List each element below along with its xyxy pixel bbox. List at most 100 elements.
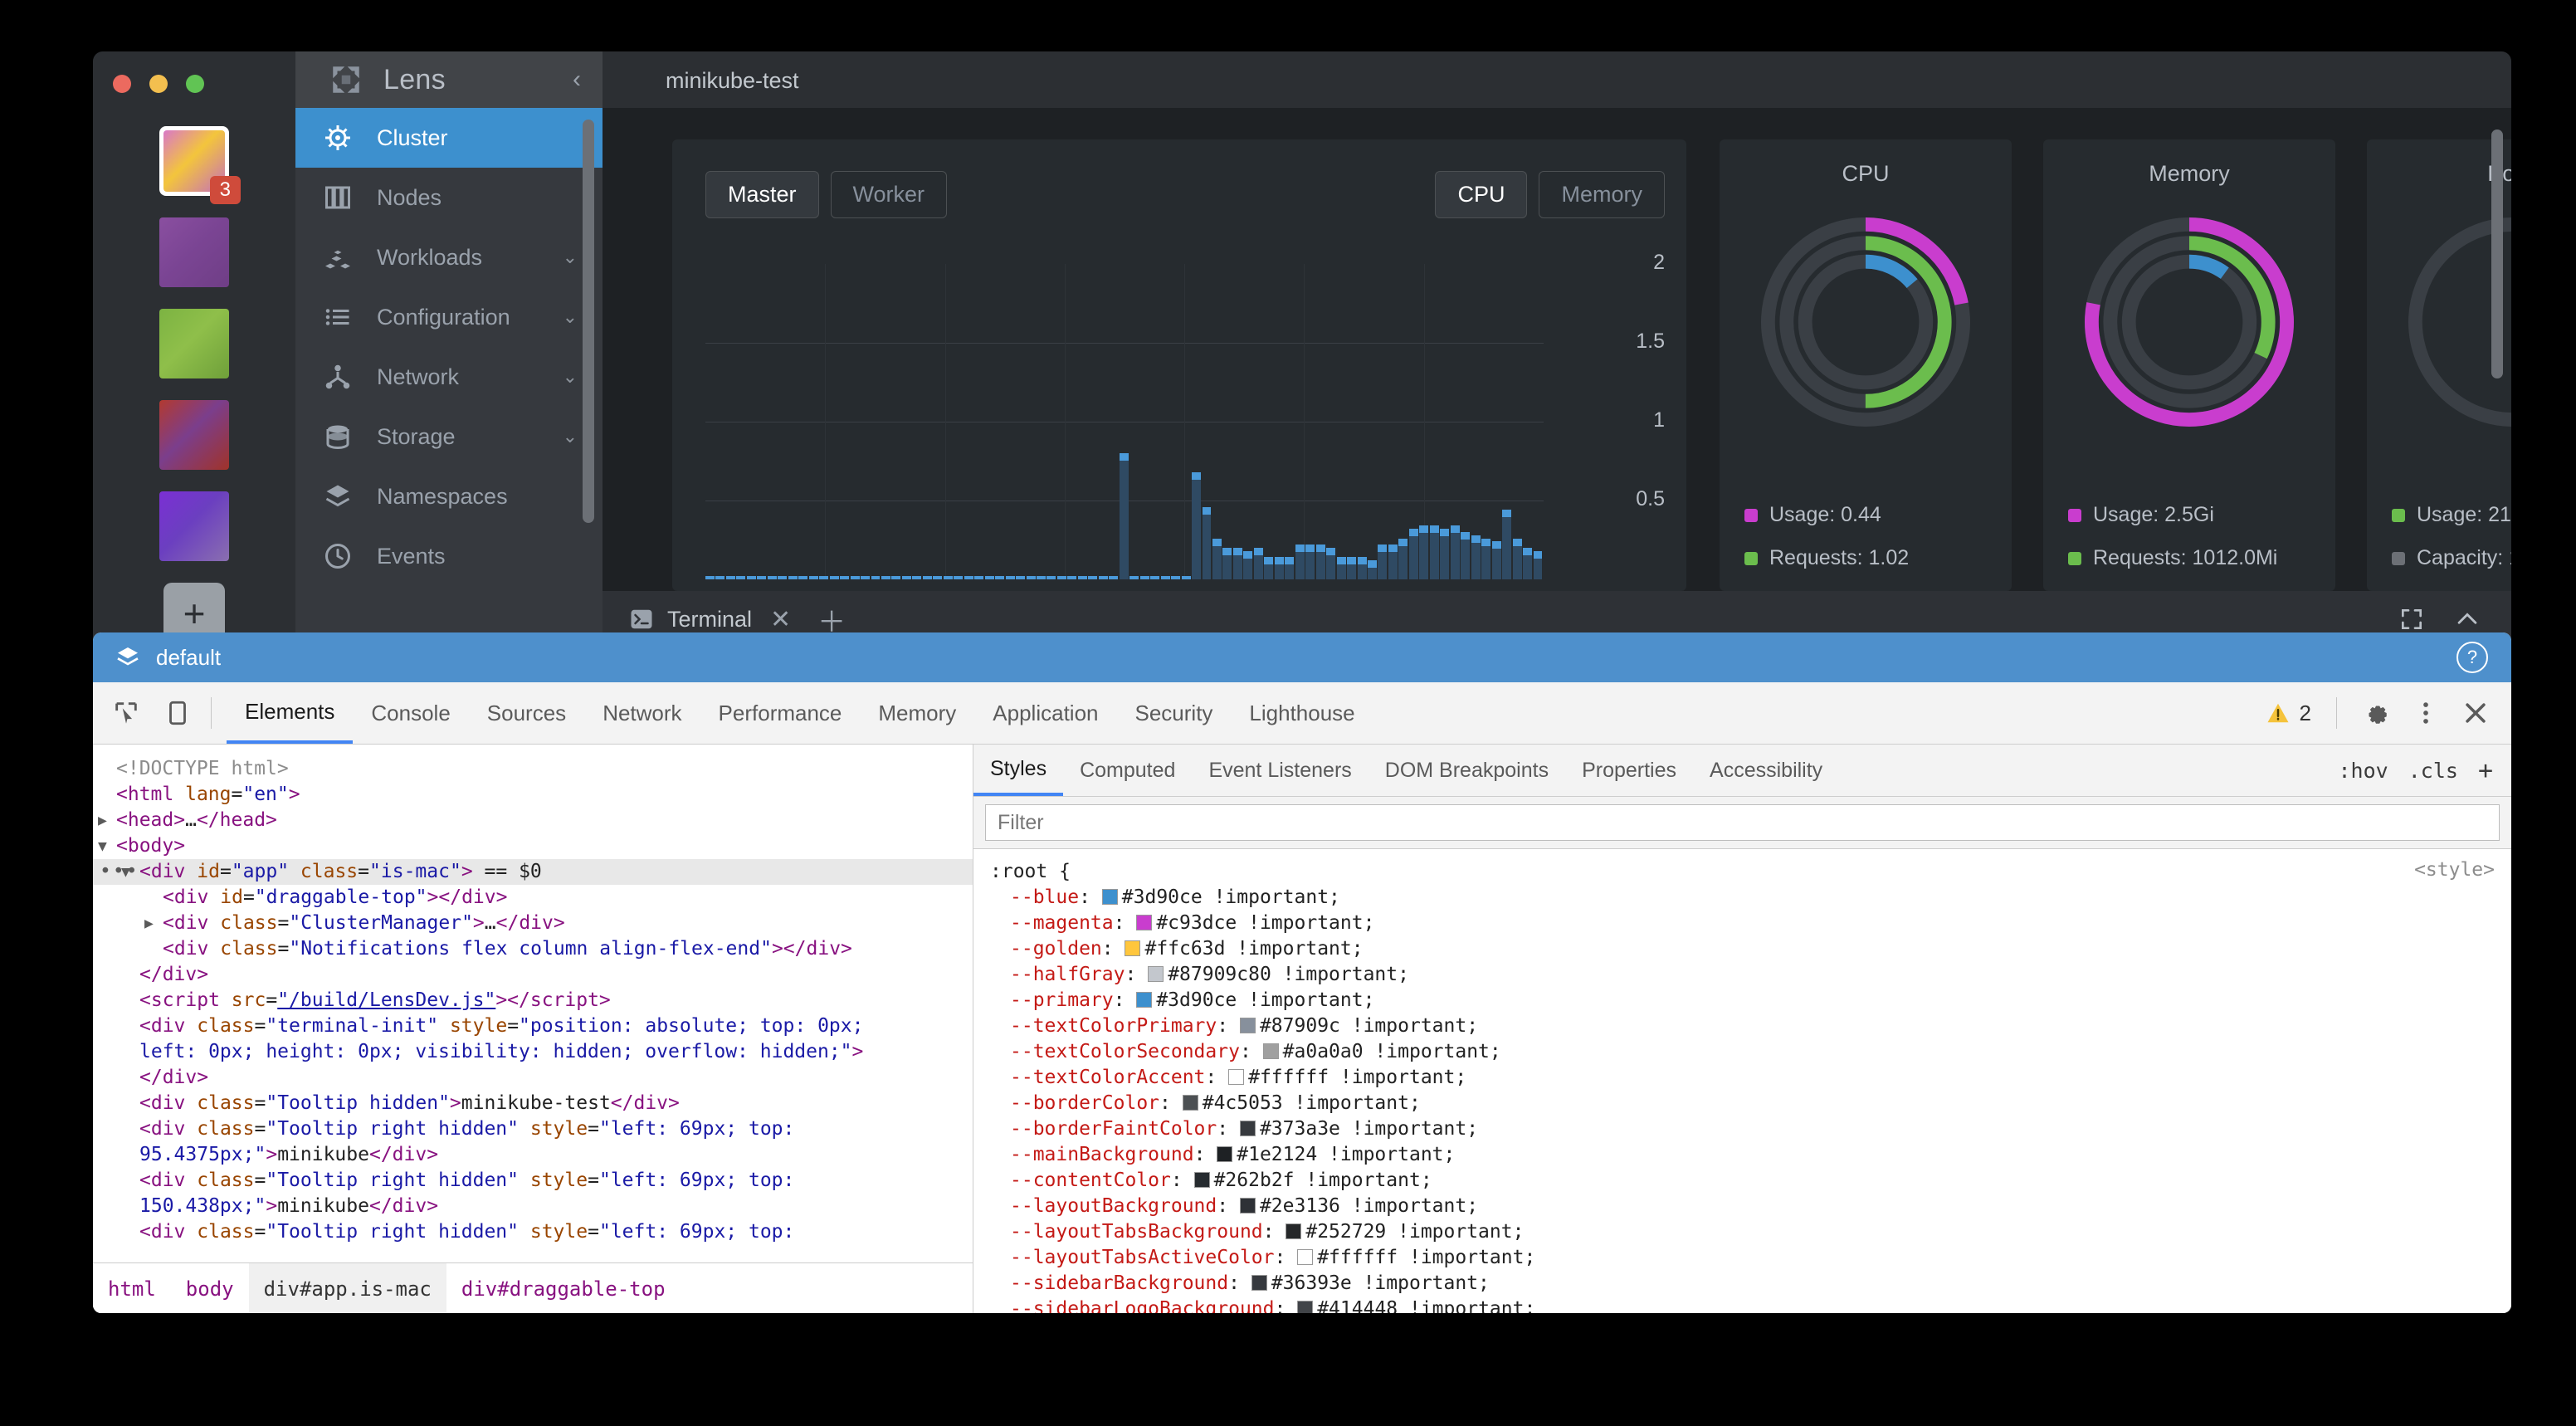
breadcrumb-item[interactable]: html [108, 1277, 156, 1301]
tab-elements[interactable]: Elements [227, 682, 354, 744]
styles-tools[interactable]: :hov .cls + [2338, 745, 2511, 796]
dom-node-line[interactable]: ▼ <body> [98, 835, 186, 857]
color-swatch[interactable] [1286, 1223, 1302, 1239]
color-swatch[interactable] [1125, 940, 1141, 956]
color-swatch[interactable] [1297, 1249, 1314, 1265]
cluster-avatar-1[interactable]: 3 [159, 126, 241, 204]
close-window-button[interactable] [113, 75, 131, 93]
sidebar-item-configuration[interactable]: Configuration ⌄ [295, 287, 603, 347]
css-declaration[interactable]: --layoutTabsBackground: #252729 !importa… [1010, 1221, 1525, 1243]
sidebar-item-workloads[interactable]: Workloads ⌄ [295, 227, 603, 287]
warning-indicator[interactable]: 2 [2265, 701, 2311, 726]
terminal-close-icon[interactable]: ✕ [770, 605, 792, 633]
color-swatch[interactable] [1239, 1121, 1256, 1136]
close-icon[interactable] [2461, 699, 2490, 727]
gear-icon[interactable] [2362, 699, 2390, 727]
css-declaration[interactable]: --layoutTabsActiveColor: #ffffff !import… [1010, 1247, 1536, 1268]
styles-filter-input[interactable]: Filter [985, 804, 2500, 841]
styles-tab-properties[interactable]: Properties [1582, 758, 1677, 782]
dom-node-line[interactable]: ▶ <head>…</head> [98, 809, 277, 831]
dom-node-line[interactable]: left: 0px; height: 0px; visibility: hidd… [139, 1041, 864, 1062]
dom-node-line[interactable]: <div class="Tooltip right hidden" style=… [139, 1118, 795, 1140]
tab-memory[interactable]: Memory [878, 700, 957, 725]
dom-node-line[interactable]: <div class="Tooltip right hidden" style=… [139, 1221, 795, 1243]
styles-tab-accessibility[interactable]: Accessibility [1710, 758, 1823, 782]
tab-network[interactable]: Network [603, 700, 682, 725]
fullscreen-icon[interactable] [2398, 606, 2425, 632]
dom-node-line[interactable]: ••• ▼ <div id="app" class="is-mac"> == $0 [93, 859, 973, 885]
color-swatch[interactable] [1239, 1018, 1256, 1033]
hov-button[interactable]: :hov [2338, 758, 2388, 783]
chevron-down-icon[interactable]: ⌄ [562, 306, 578, 327]
css-declaration[interactable]: --mainBackground: #1e2124 !important; [1010, 1144, 1456, 1165]
css-declaration[interactable]: --sidebarLogoBackground: #414448 !import… [990, 1297, 2511, 1313]
tab-performance[interactable]: Performance [718, 700, 842, 725]
chevron-down-icon[interactable]: ⌄ [562, 247, 578, 267]
dom-node-line[interactable]: <div class="Notifications flex column al… [163, 938, 852, 960]
sidebar-item-events[interactable]: Events [295, 526, 603, 586]
cluster-avatar-4[interactable] [159, 400, 229, 470]
cluster-avatar-3[interactable] [159, 309, 229, 378]
new-style-rule-button[interactable]: + [2477, 755, 2493, 785]
dom-node-line[interactable]: 150.438px;">minikube</div> [139, 1195, 439, 1217]
sidebar-item-network[interactable]: Network ⌄ [295, 347, 603, 407]
worker-tab[interactable]: Worker [830, 171, 948, 218]
color-swatch[interactable] [1262, 1043, 1279, 1059]
sidebar-collapse-button[interactable]: ‹ [573, 66, 581, 93]
master-tab[interactable]: Master [705, 171, 819, 218]
tab-lighthouse[interactable]: Lighthouse [1249, 700, 1355, 725]
sidebar-scrollbar[interactable] [583, 120, 594, 523]
css-declaration[interactable]: --borderColor: #4c5053 !important; [1010, 1092, 1421, 1114]
styles-tab-event-listeners[interactable]: Event Listeners [1208, 758, 1352, 782]
chevron-down-icon[interactable]: ⌄ [562, 366, 578, 387]
color-swatch[interactable] [1148, 966, 1164, 982]
dom-node-line[interactable]: <html lang="en"> [116, 784, 300, 805]
cpu-tab[interactable]: CPU [1435, 171, 1528, 218]
dom-node-line[interactable]: <div class="Tooltip hidden">minikube-tes… [139, 1092, 680, 1114]
color-swatch[interactable] [1251, 1275, 1267, 1291]
metric-type-tabs[interactable]: CPU Memory [1435, 171, 1665, 218]
dom-node-line[interactable]: </div> [139, 1067, 209, 1088]
question-mark-icon[interactable]: ? [2456, 642, 2488, 673]
dom-node-line[interactable]: <script src="/build/LensDev.js"></script… [139, 989, 611, 1011]
css-declaration[interactable]: --borderFaintColor: #373a3e !important; [1010, 1118, 1479, 1140]
color-swatch[interactable] [1228, 1069, 1245, 1085]
styles-tab-computed[interactable]: Computed [1080, 758, 1176, 782]
cluster-avatar-2[interactable] [159, 217, 229, 287]
color-swatch[interactable] [1239, 1198, 1256, 1214]
css-declaration[interactable]: --contentColor: #262b2f !important; [1010, 1170, 1432, 1191]
css-declaration[interactable]: --layoutBackground: #2e3136 !important; [1010, 1195, 1479, 1217]
color-swatch[interactable] [1193, 1172, 1210, 1188]
device-toolbar-icon[interactable] [159, 695, 196, 731]
breadcrumb-item[interactable]: div#draggable-top [461, 1277, 666, 1301]
minimize-window-button[interactable] [149, 75, 168, 93]
tab-application[interactable]: Application [993, 700, 1099, 725]
devtools-tab-list[interactable]: Elements Console Sources Network Performance… [227, 682, 1373, 744]
color-swatch[interactable] [1136, 992, 1153, 1008]
color-swatch[interactable] [1101, 889, 1118, 905]
styles-tab-list[interactable]: Styles Computed Event Listeners DOM Breakpo… [973, 745, 2511, 797]
inspect-cursor-icon[interactable] [108, 695, 144, 731]
dom-node-line[interactable]: ▶ <div class="ClusterManager">…</div> [144, 912, 565, 934]
tab-console[interactable]: Console [371, 700, 451, 725]
node-role-tabs[interactable]: Master Worker [705, 171, 959, 218]
css-declaration[interactable]: --textColorPrimary: #87909c !important; [1010, 1015, 1479, 1037]
color-swatch[interactable] [1182, 1095, 1198, 1111]
css-declaration[interactable]: --sidebarBackground: #36393e !important; [1010, 1272, 1490, 1294]
color-swatch[interactable] [1136, 915, 1153, 930]
styles-tab-dom-breakpoints[interactable]: DOM Breakpoints [1384, 758, 1549, 782]
css-declaration[interactable]: --primary: #3d90ce !important; [1010, 989, 1375, 1011]
color-swatch[interactable] [1297, 1301, 1314, 1313]
color-swatch[interactable] [1217, 1146, 1233, 1162]
breadcrumb-item[interactable]: div#app.is-mac [248, 1262, 446, 1313]
dom-node-line[interactable]: 95.4375px;">minikube</div> [139, 1144, 439, 1165]
dom-node-line[interactable]: <div class="terminal-init" style="positi… [139, 1015, 864, 1037]
css-declaration[interactable]: --blue: #3d90ce !important; [1010, 886, 1340, 908]
sidebar-item-storage[interactable]: Storage ⌄ [295, 407, 603, 466]
breadcrumb[interactable]: html body div#app.is-mac div#draggable-top [93, 1262, 973, 1313]
content-scrollbar[interactable] [2491, 129, 2503, 378]
dom-node-line[interactable]: <!DOCTYPE html> [116, 758, 289, 779]
style-source-link[interactable]: <style> [2414, 859, 2495, 881]
sidebar-item-cluster[interactable]: Cluster [295, 108, 603, 168]
css-declaration[interactable]: --magenta: #c93dce !important; [1010, 912, 1375, 934]
